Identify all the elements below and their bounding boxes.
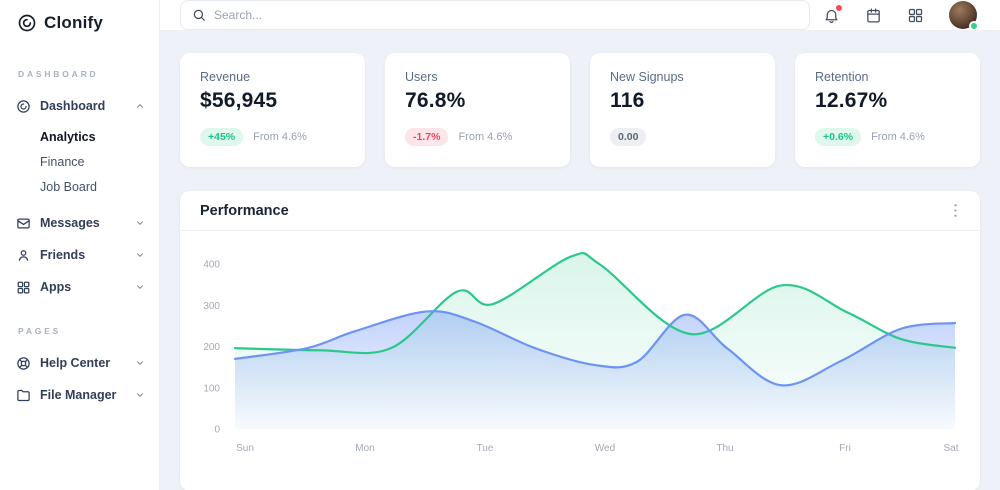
apps-grid-icon [16, 279, 32, 295]
performance-chart: 0 100 200 300 400 Sun Mon Tue Wed Thu Fri Sat [203, 251, 959, 454]
section-label-dashboard: DASHBOARD [18, 69, 99, 79]
main-area: Revenue $56,945 +45% From 4.6% Users 76.… [160, 0, 1000, 490]
sidebar-item-finance[interactable]: Finance [40, 154, 85, 169]
calendar-icon [867, 7, 880, 23]
y-tick-label: 400 [203, 260, 220, 271]
stat-note: From 4.6% [253, 131, 307, 143]
topbar-actions [823, 1, 979, 31]
chevron-down-icon [135, 390, 145, 400]
chart-menu-button[interactable] [949, 203, 962, 218]
chart-title: Performance [200, 202, 289, 219]
messages-icon [16, 215, 32, 231]
x-tick-label: Tue [477, 443, 494, 454]
sidebar: Clonify DASHBOARD Dashboard Analytics Fi… [0, 0, 160, 490]
notification-dot [835, 3, 843, 12]
sidebar-item-friends[interactable]: Friends [0, 239, 159, 271]
chevron-down-icon [135, 282, 145, 292]
sidebar-item-dashboard[interactable]: Dashboard [0, 90, 159, 122]
trend-badge: +45% [200, 128, 244, 146]
stat-cards-row: Revenue $56,945 +45% From 4.6% Users 76.… [180, 53, 980, 167]
sidebar-item-file-manager[interactable]: File Manager [0, 379, 159, 411]
stat-value: 76.8% [405, 89, 466, 112]
dashboard-content: Revenue $56,945 +45% From 4.6% Users 76.… [160, 31, 1000, 490]
stat-card-retention: Retention 12.67% +0.6% From 4.6% [795, 53, 980, 167]
stat-note: From 4.6% [871, 131, 925, 143]
sidebar-item-messages[interactable]: Messages [0, 207, 159, 239]
trend-badge: +0.6% [815, 128, 862, 146]
x-tick-label: Sun [236, 443, 254, 454]
trend-badge: -1.7% [405, 128, 449, 146]
trend-badge: 0.00 [610, 128, 647, 146]
stat-card-users: Users 76.8% -1.7% From 4.6% [385, 53, 570, 167]
stat-label: Retention [815, 70, 869, 84]
sidebar-item-label: Friends [40, 248, 86, 262]
user-avatar[interactable] [949, 1, 979, 31]
x-tick-label: Fri [839, 443, 851, 454]
brand-name: Clonify [44, 13, 104, 32]
y-tick-label: 0 [214, 425, 220, 436]
stat-label: Users [405, 70, 438, 84]
sidebar-item-label: Dashboard [40, 99, 106, 113]
sidebar-item-label: File Manager [40, 388, 117, 402]
bell-icon [825, 9, 838, 23]
y-tick-label: 200 [203, 342, 220, 353]
stat-card-revenue: Revenue $56,945 +45% From 4.6% [180, 53, 365, 167]
section-label-pages: PAGES [18, 326, 62, 336]
stat-label: New Signups [610, 70, 684, 84]
sidebar-item-apps[interactable]: Apps [0, 271, 159, 303]
brand-logo[interactable]: Clonify [0, 0, 159, 46]
sidebar-item-help-center[interactable]: Help Center [0, 347, 159, 379]
stat-value: 12.67% [815, 89, 888, 112]
chevron-down-icon [135, 218, 145, 228]
search-input[interactable] [214, 8, 798, 22]
chevron-up-icon [135, 101, 145, 111]
stat-card-new-signups: New Signups 116 0.00 [590, 53, 775, 167]
sidebar-item-label: Apps [40, 280, 72, 294]
x-tick-label: Sat [943, 443, 958, 454]
grid-icon [908, 8, 923, 22]
online-status-dot [969, 21, 979, 31]
dashboard-subnav: Analytics Finance Job Board [0, 122, 159, 207]
performance-card-header: Performance [180, 191, 980, 231]
performance-card: Performance 0 100 200 300 400 Sun Mon Tue Wed Thu… [180, 191, 980, 490]
stat-value: 116 [610, 89, 645, 112]
apps-launcher-button[interactable] [907, 7, 924, 24]
dashboard-icon [16, 98, 32, 114]
series-blue-area [235, 311, 955, 429]
y-tick-label: 100 [203, 383, 220, 394]
chevron-down-icon [135, 250, 145, 260]
sidebar-item-label: Messages [40, 216, 100, 230]
calendar-button[interactable] [865, 7, 882, 24]
sidebar-item-label: Help Center [40, 356, 111, 370]
notifications-button[interactable] [823, 3, 843, 24]
x-tick-label: Mon [355, 443, 374, 454]
topbar [160, 0, 1000, 31]
clonify-logo-icon [17, 13, 37, 33]
stat-value: $56,945 [200, 89, 278, 112]
sidebar-item-job-board[interactable]: Job Board [40, 179, 97, 194]
x-tick-label: Wed [595, 443, 615, 454]
friends-icon [16, 247, 32, 263]
search-box[interactable] [180, 0, 810, 30]
stat-label: Revenue [200, 70, 251, 84]
sidebar-item-analytics[interactable]: Analytics [40, 129, 96, 144]
series-green-line [233, 251, 957, 355]
chevron-down-icon [135, 358, 145, 368]
x-tick-label: Thu [716, 443, 733, 454]
kebab-menu-icon [954, 204, 957, 217]
stat-note: From 4.6% [458, 131, 513, 143]
y-tick-label: 300 [203, 301, 220, 312]
help-center-icon [16, 355, 32, 371]
series-blue-line [233, 310, 957, 387]
search-icon [192, 8, 206, 22]
folder-icon [16, 387, 32, 403]
